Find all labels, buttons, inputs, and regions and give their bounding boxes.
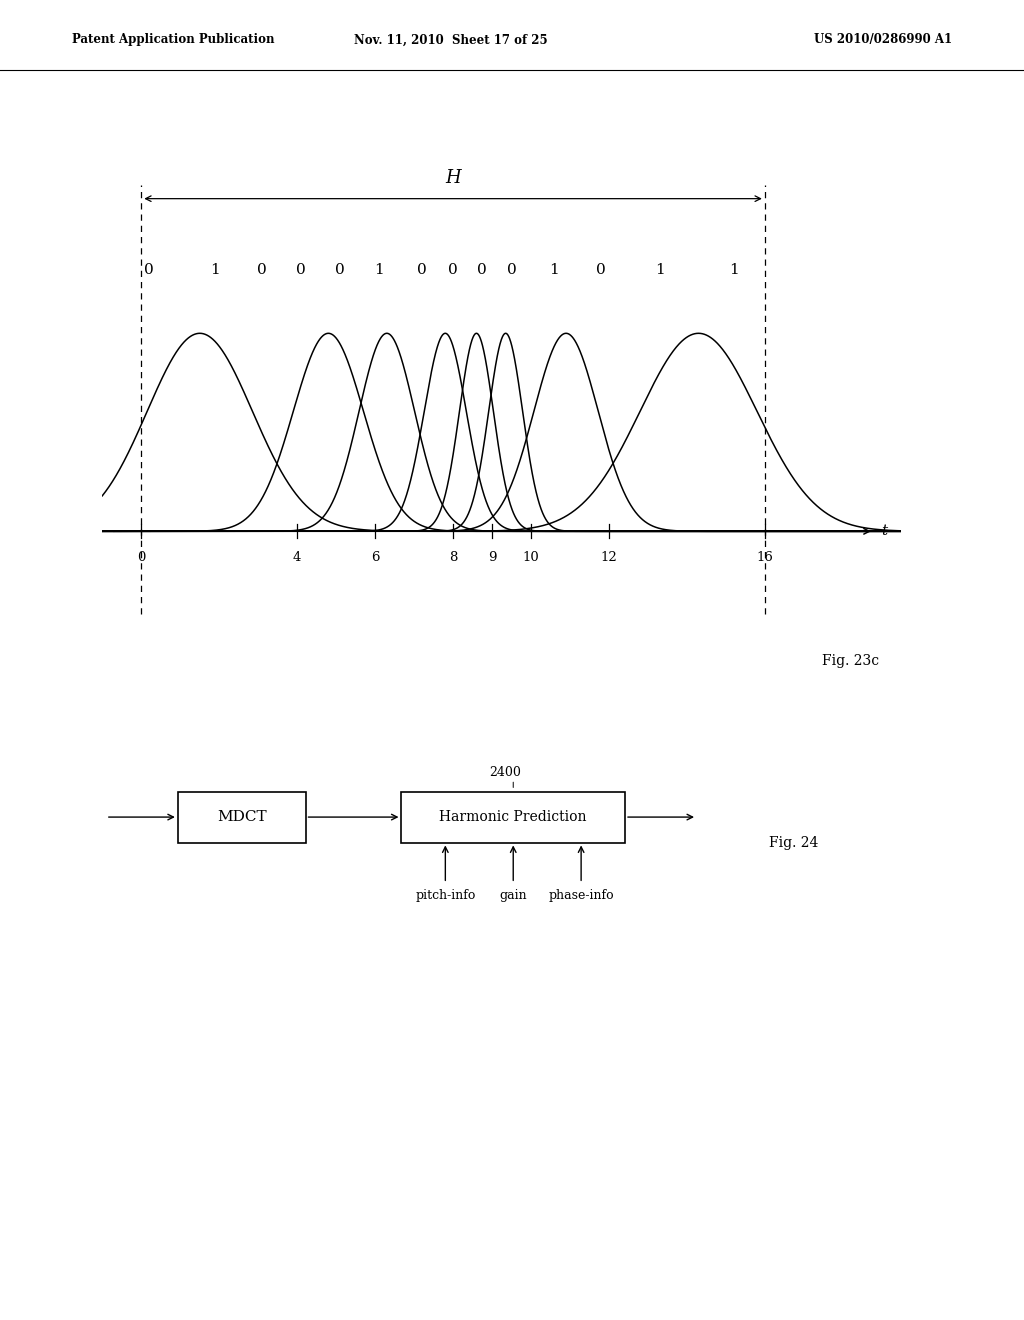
Text: MDCT: MDCT xyxy=(217,810,266,824)
Text: 12: 12 xyxy=(600,552,617,564)
Text: 8: 8 xyxy=(449,552,458,564)
Text: 0: 0 xyxy=(144,263,154,277)
Text: 6: 6 xyxy=(371,552,379,564)
Text: Patent Application Publication: Patent Application Publication xyxy=(72,33,274,46)
Text: 0: 0 xyxy=(507,263,516,277)
Text: gain: gain xyxy=(500,888,527,902)
Text: 0: 0 xyxy=(257,263,267,277)
Text: 2400: 2400 xyxy=(489,767,521,779)
Text: US 2010/0286990 A1: US 2010/0286990 A1 xyxy=(814,33,952,46)
Text: 1: 1 xyxy=(211,263,220,277)
Text: pitch-info: pitch-info xyxy=(415,888,475,902)
Text: H: H xyxy=(445,169,461,186)
Text: 0: 0 xyxy=(335,263,345,277)
Text: 1: 1 xyxy=(374,263,384,277)
Text: 0: 0 xyxy=(477,263,487,277)
Bar xyxy=(178,792,305,842)
Text: Fig. 23c: Fig. 23c xyxy=(822,653,879,668)
Text: 0: 0 xyxy=(137,552,145,564)
Text: 1: 1 xyxy=(729,263,738,277)
Text: Fig. 24: Fig. 24 xyxy=(769,836,818,850)
Text: Nov. 11, 2010  Sheet 17 of 25: Nov. 11, 2010 Sheet 17 of 25 xyxy=(353,33,548,46)
Text: 4: 4 xyxy=(293,552,301,564)
Text: 16: 16 xyxy=(757,552,773,564)
Text: Harmonic Prediction: Harmonic Prediction xyxy=(439,810,587,824)
Text: 0: 0 xyxy=(596,263,606,277)
Text: t: t xyxy=(882,524,888,539)
Text: 0: 0 xyxy=(449,263,458,277)
Text: 1: 1 xyxy=(550,263,559,277)
Text: 1: 1 xyxy=(654,263,665,277)
Text: 0: 0 xyxy=(296,263,306,277)
Bar xyxy=(401,792,625,842)
Text: 10: 10 xyxy=(522,552,540,564)
Text: 9: 9 xyxy=(487,552,497,564)
Text: 0: 0 xyxy=(417,263,427,277)
Text: phase-info: phase-info xyxy=(548,888,614,902)
